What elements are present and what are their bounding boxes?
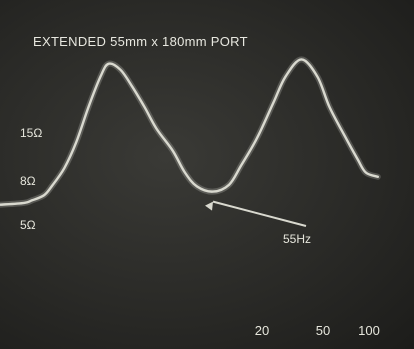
annotation-arrow xyxy=(212,200,307,227)
impedance-trace xyxy=(0,58,379,206)
y-tick-label-5: 5Ω xyxy=(20,218,36,232)
x-tick-label-20: 20 xyxy=(254,323,270,338)
impedance-trace-glow xyxy=(0,56,381,208)
x-tick-label-100: 100 xyxy=(358,323,380,338)
chart-title: EXTENDED 55mm x 180mm PORT xyxy=(33,34,248,49)
annotation-arrowhead xyxy=(205,201,214,211)
y-tick-label-8: 8Ω xyxy=(20,174,36,188)
resonance-annotation: 55Hz xyxy=(283,232,312,246)
y-tick-label-15: 15Ω xyxy=(20,126,43,140)
x-tick-label-50: 50 xyxy=(315,323,331,338)
